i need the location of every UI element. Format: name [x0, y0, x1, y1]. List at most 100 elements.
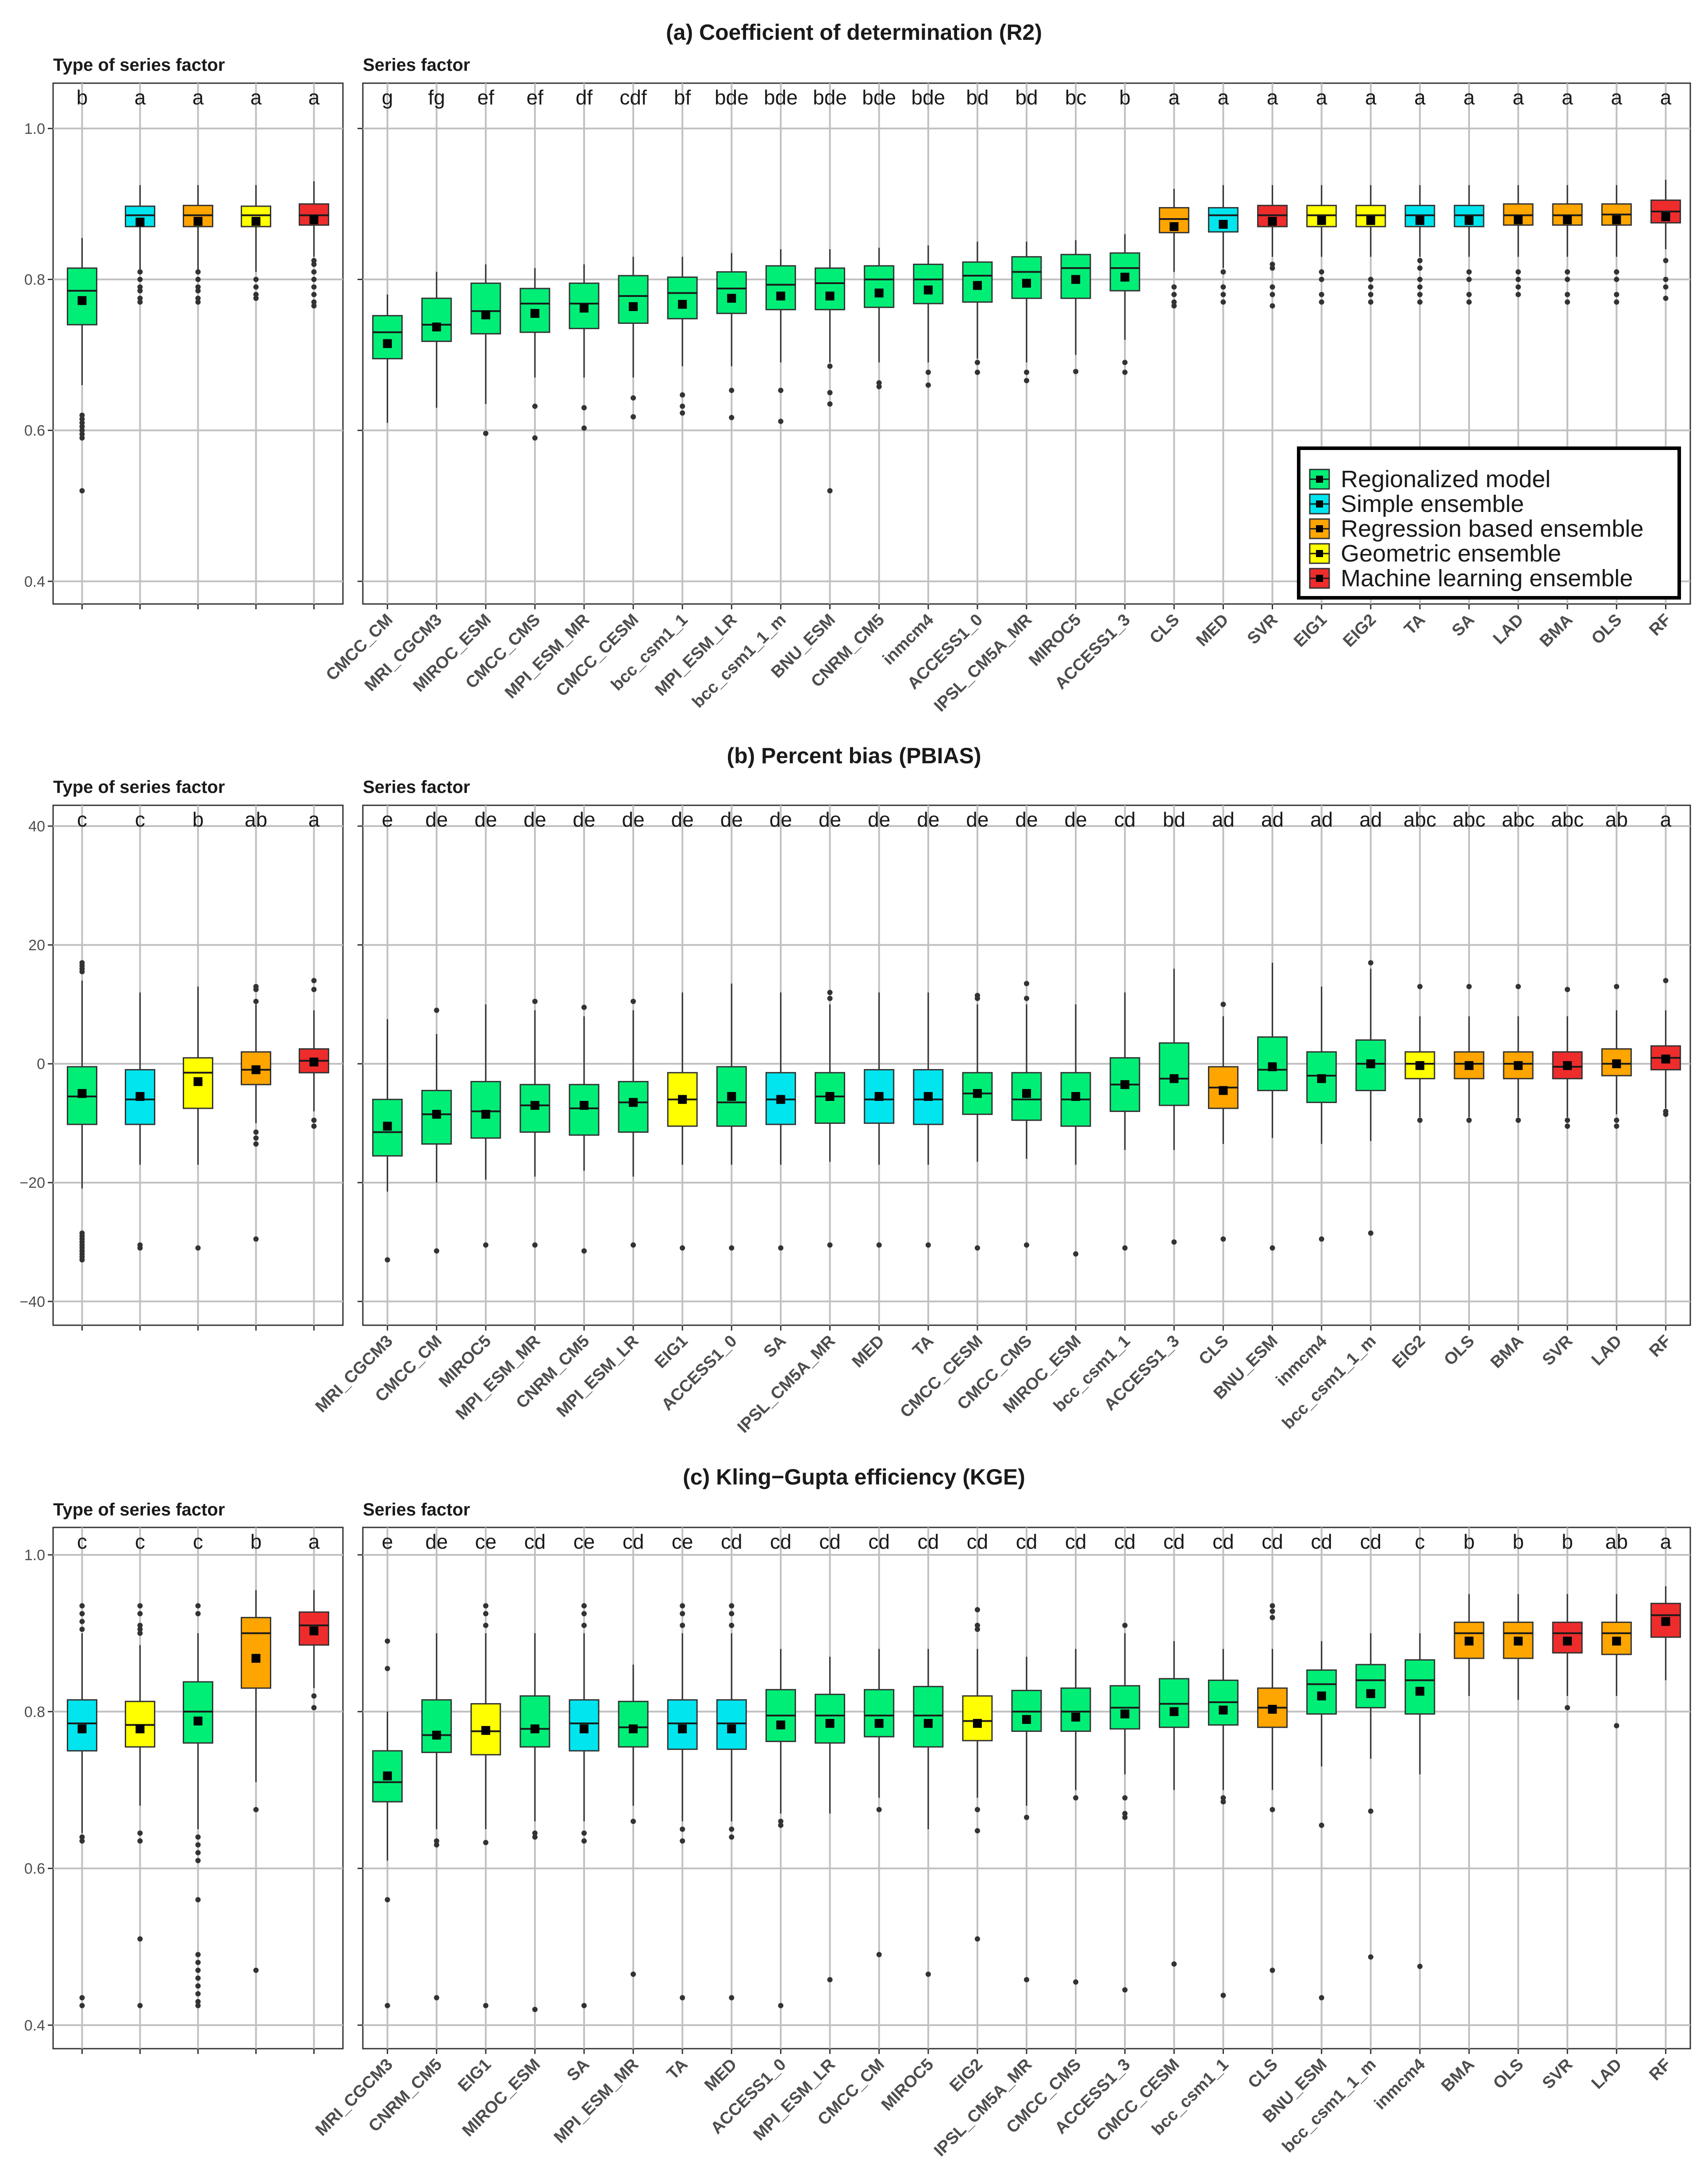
box-type-5: a: [299, 808, 329, 1129]
outlier-point: [79, 420, 85, 426]
outlier-point: [1171, 1961, 1177, 1967]
mean-marker: [1563, 215, 1572, 224]
iqr-box: [618, 275, 649, 324]
outlier-point: [925, 382, 931, 388]
legend-label: Simple ensemble: [1341, 491, 1524, 517]
significance-letter: ab: [1605, 1530, 1628, 1553]
mean-marker: [923, 285, 933, 295]
mean-marker: [727, 294, 736, 303]
mean-marker: [309, 1626, 319, 1635]
outlier-point: [1516, 984, 1521, 989]
facet-title-type: Type of series factor: [53, 1500, 225, 1519]
outlier-point: [1368, 277, 1373, 282]
outlier-point: [311, 269, 317, 275]
outlier-point: [137, 299, 143, 305]
box-bcc_csm1_1: cd: [1109, 808, 1140, 1251]
mean-marker: [825, 292, 835, 301]
box-ACCESS1_0: cd: [765, 1530, 796, 2008]
legend-label: Regionalized model: [1341, 466, 1550, 492]
facet-right: gCMCC_CMfgMRI_CGCM3efMIROC_ESMefCMCC_CMS…: [323, 82, 1691, 715]
outlier-point: [925, 1242, 931, 1248]
outlier-point: [483, 1611, 489, 1616]
outlier-point: [827, 390, 833, 396]
significance-letter: cd: [524, 1530, 546, 1553]
iqr-box: [1158, 1042, 1189, 1106]
mean-marker: [1022, 1089, 1031, 1098]
outlier-point: [631, 999, 636, 1004]
significance-letter: ef: [477, 86, 495, 109]
outlier-point: [195, 1983, 201, 1989]
outlier-point: [729, 1245, 735, 1251]
outlier-point: [195, 1960, 201, 1965]
outlier-point: [778, 2003, 784, 2008]
outlier-point: [311, 987, 317, 992]
outlier-point: [79, 1627, 85, 1632]
legend-swatch-mean: [1316, 525, 1323, 532]
mean-marker: [678, 300, 687, 309]
significance-letter: cd: [819, 1530, 841, 1553]
box-BMA: b: [1454, 1530, 1485, 1696]
mean-marker: [251, 1065, 261, 1074]
outlier-point: [434, 1838, 439, 1844]
legend-item: Simple ensemble: [1309, 491, 1524, 517]
mean-marker: [77, 1089, 87, 1098]
outlier-point: [311, 1117, 317, 1123]
facet-title-series: Series factor: [363, 777, 470, 797]
x-tick-label: EIG1: [1290, 611, 1331, 651]
outlier-point: [1024, 369, 1029, 375]
outlier-point: [1663, 978, 1669, 984]
significance-letter: c: [77, 808, 87, 831]
outlier-point: [253, 1967, 259, 1973]
outlier-point: [1122, 1245, 1128, 1251]
box-OLS: b: [1503, 1530, 1534, 1700]
box-BNU_ESM: ad: [1257, 808, 1288, 1251]
mean-marker: [1071, 1712, 1081, 1722]
significance-letter: cd: [721, 1530, 742, 1553]
outlier-point: [434, 1842, 439, 1848]
x-tick-label: LAD: [1588, 1332, 1626, 1369]
box-bcc_csm1_1: cd: [1208, 1530, 1239, 1998]
mean-marker: [1563, 1636, 1572, 1646]
outlier-point: [1122, 1987, 1128, 1993]
x-tick-label: MPI_ESM_MR: [452, 1332, 544, 1423]
outlier-point: [532, 404, 538, 409]
box-BNU_ESM: cd: [1306, 1530, 1337, 2000]
outlier-point: [79, 416, 85, 422]
box-bcc_csm1_1_m: ad: [1355, 808, 1386, 1236]
significance-letter: ab: [245, 808, 267, 831]
outlier-point: [581, 1830, 587, 1836]
iqr-box: [1552, 1051, 1583, 1080]
box-CMCC_CESM: cdf: [618, 86, 649, 419]
outlier-point: [1614, 277, 1620, 282]
mean-marker: [776, 1720, 785, 1730]
significance-letter: de: [671, 808, 694, 831]
box-bcc_csm1_1: bf: [667, 86, 698, 416]
iqr-box: [421, 1699, 452, 1753]
mean-marker: [1465, 216, 1473, 225]
iqr-box: [962, 1695, 993, 1742]
outlier-point: [581, 405, 587, 411]
box-MED: a: [1208, 86, 1239, 305]
outlier-point: [1368, 299, 1373, 305]
box-SA: ce: [569, 1530, 600, 2008]
mean-marker: [1612, 1636, 1621, 1646]
mean-marker: [193, 1077, 203, 1086]
outlier-point: [1024, 981, 1029, 986]
significance-letter: cd: [1163, 1530, 1185, 1553]
outlier-point: [1220, 292, 1226, 297]
mean-marker: [1514, 1636, 1523, 1646]
y-tick-label: 0.8: [24, 272, 45, 288]
outlier-point: [253, 284, 259, 290]
outlier-point: [483, 1603, 489, 1609]
mean-marker: [1268, 1704, 1277, 1714]
iqr-box: [470, 1081, 501, 1139]
outlier-point: [1319, 292, 1324, 297]
outlier-point: [876, 1807, 882, 1812]
box-BMA: abc: [1502, 808, 1535, 1123]
mean-marker: [973, 281, 982, 290]
outlier-point: [195, 2003, 201, 2008]
box-EIG2: a: [1355, 86, 1386, 305]
box-type-2: c: [125, 1530, 155, 2008]
mean-marker: [77, 1724, 87, 1734]
outlier-point: [1466, 1117, 1472, 1123]
